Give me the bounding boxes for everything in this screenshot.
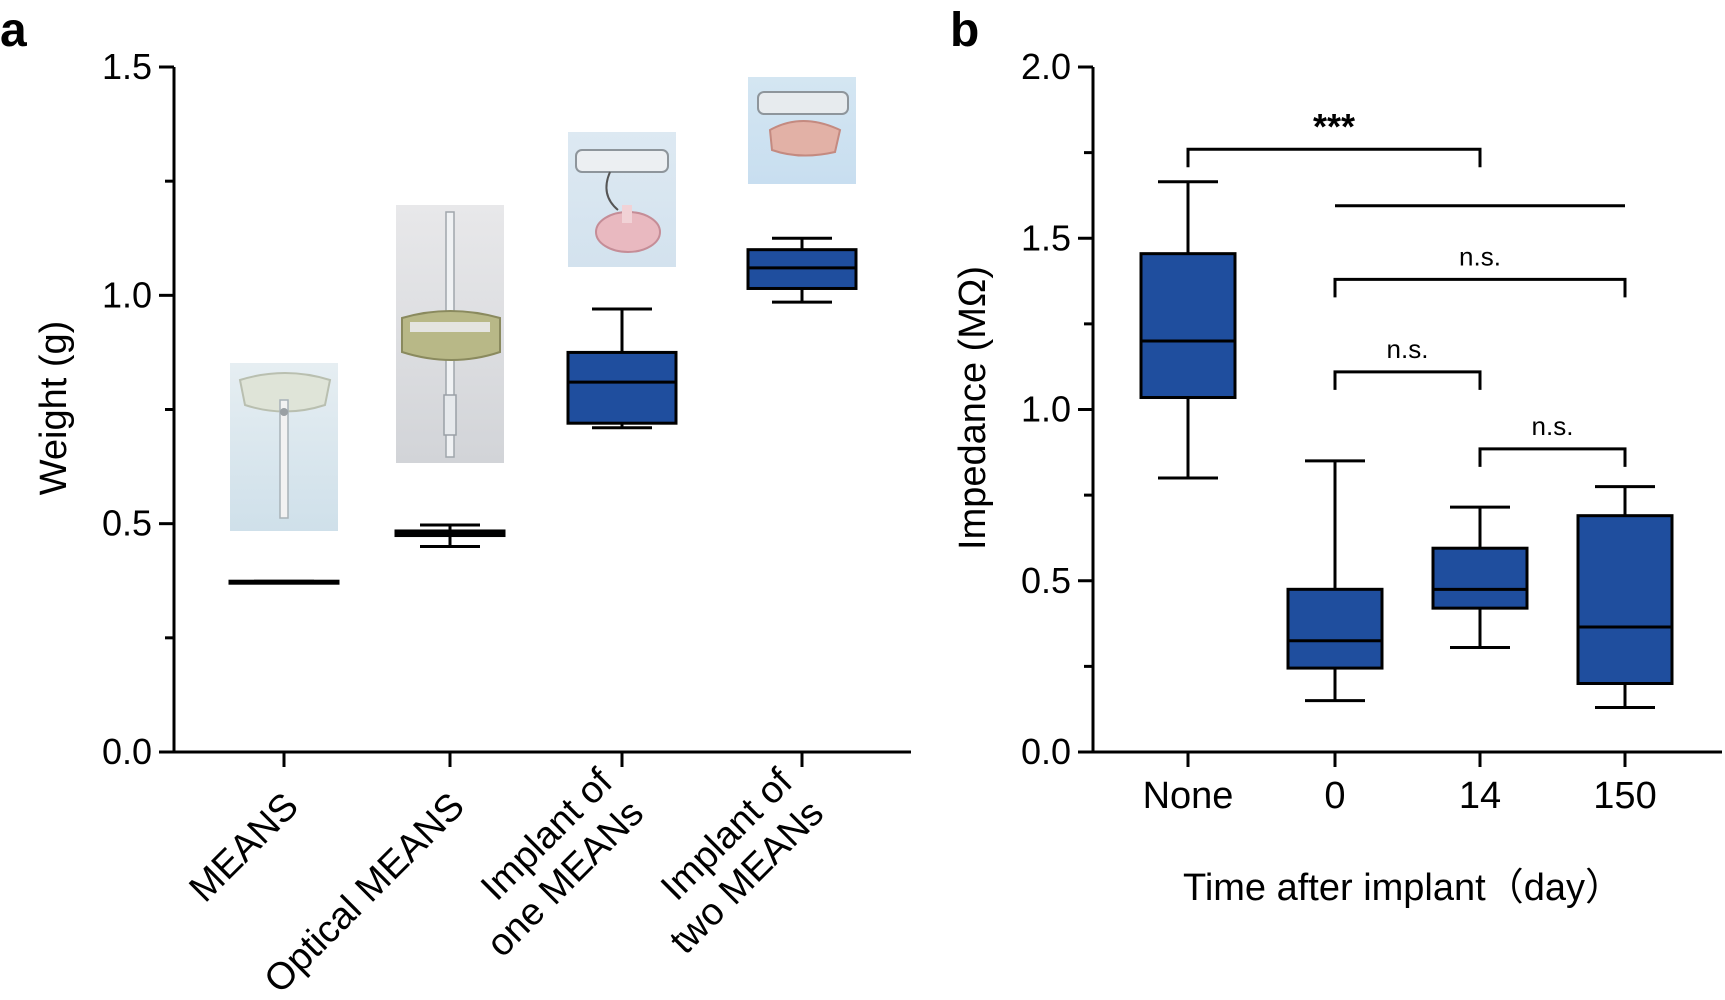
category-label: Implant ofone MEANs (448, 761, 652, 965)
box-0 (228, 579, 340, 585)
box-1 (1286, 459, 1384, 703)
significance-bracket: *** (1186, 106, 1482, 168)
y-tick-label: 1.5 (1021, 217, 1071, 258)
panel-b-significance-brackets: *** n.s. n.s. n.s. (1186, 106, 1627, 467)
box-iqr (1286, 587, 1384, 670)
x-tick-label: 0 (1324, 775, 1345, 817)
significance-label: n.s. (1387, 334, 1429, 364)
box-iqr (1139, 252, 1237, 400)
y-tick-label: 1.5 (102, 46, 152, 87)
bracket-line (1333, 277, 1627, 298)
x-tick-label: 14 (1459, 775, 1501, 817)
category-label: Implant oftwo MEANs (631, 761, 832, 962)
y-tick-label: 0.0 (1021, 731, 1071, 772)
y-tick-label: 1.0 (1021, 389, 1071, 430)
panel-b-y-ticks: 0.0 0.5 1.0 1.5 2.0 (1021, 46, 1093, 772)
box-3 (746, 236, 858, 304)
significance-bracket: n.s. (1478, 411, 1627, 467)
box-2 (1431, 505, 1529, 650)
one-means-implant-photo (568, 132, 676, 267)
category-label-line: MEANS (182, 785, 307, 910)
box-3 (1576, 485, 1674, 709)
box-iqr (1576, 514, 1674, 685)
optical-means-device-photo (396, 205, 504, 463)
bracket-line (1478, 447, 1627, 467)
box-iqr (566, 350, 678, 425)
box-1 (394, 523, 506, 548)
panel-letter-a: a (0, 4, 27, 57)
panel-b-x-ticks: None 0 14 150 (1143, 752, 1657, 817)
means-device-photo (230, 363, 338, 531)
two-means-implant-photo (748, 77, 856, 184)
box-iqr (1431, 546, 1529, 610)
x-tick-label: None (1143, 775, 1234, 817)
box-0 (1139, 180, 1237, 480)
bracket-line (1186, 147, 1482, 168)
panel-a-y-ticks: 0.0 0.5 1.0 1.5 (102, 46, 174, 772)
panel-a-x-ticks (282, 752, 804, 767)
significance-bracket: n.s. (1333, 241, 1627, 298)
panel-letter-b: b (950, 4, 979, 57)
category-label: MEANS (182, 785, 307, 910)
panel-a-y-axis-title: Weight (g) (33, 321, 75, 496)
bracket-line (1333, 370, 1482, 390)
panel-b-impedance-chart: *** n.s. n.s. n.s. 0.0 0.5 1.0 1.5 2.0 None 0 14 1… (952, 46, 1722, 909)
significance-label: n.s. (1459, 241, 1501, 271)
panel-a-boxes (228, 236, 858, 585)
box-2 (566, 307, 678, 430)
panel-b-x-axis-title: Time after implant（day） (1183, 867, 1623, 909)
y-tick-label: 2.0 (1021, 46, 1071, 87)
significance-label: n.s. (1532, 411, 1574, 441)
panel-b-boxes (1139, 180, 1674, 709)
significance-bracket: n.s. (1333, 334, 1482, 390)
y-tick-label: 0.0 (102, 731, 152, 772)
y-tick-label: 1.0 (102, 274, 152, 315)
panel-b-y-axis-title: Impedance (MΩ) (952, 266, 994, 550)
significance-label: *** (1313, 106, 1355, 147)
y-tick-label: 0.5 (1021, 560, 1071, 601)
x-tick-label: 150 (1593, 775, 1656, 817)
y-tick-label: 0.5 (102, 503, 152, 544)
